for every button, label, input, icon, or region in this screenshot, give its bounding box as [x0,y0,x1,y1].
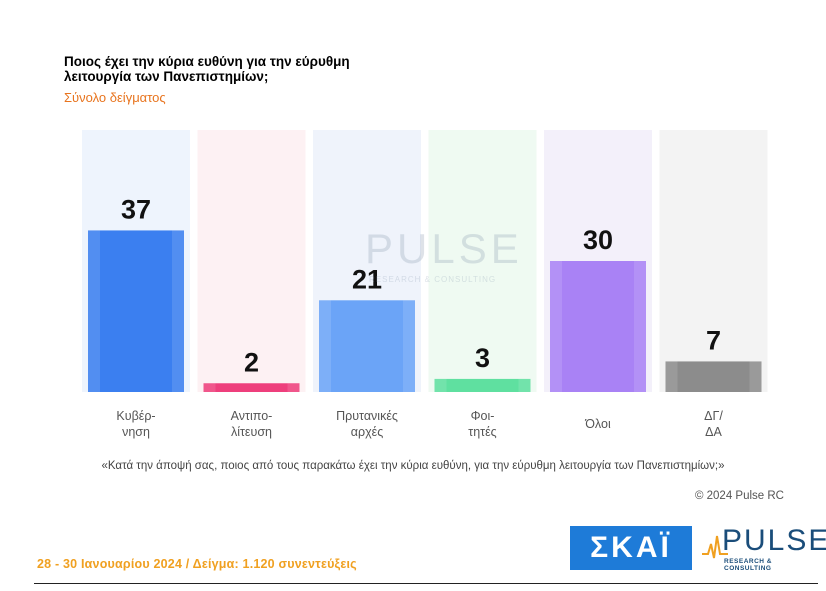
category-label: Κυβέρ- [116,409,155,423]
category-label: λίτευση [231,425,272,439]
bar-shade-left [88,230,100,392]
bar-chart: 37Κυβέρ-νηση2Αντιπο-λίτευση21Πρυτανικέςα… [82,130,768,439]
bar-shade-left [319,300,331,392]
copyright: © 2024 Pulse RC [694,490,784,502]
pulse-logo-sub: RESEARCH & CONSULTING [724,558,772,572]
bar [319,300,415,392]
category-label: ΔΓ/ [704,409,723,423]
pulse-wave-icon [702,535,728,559]
bar [203,383,300,392]
watermark-word: PULSE [365,225,523,272]
bar-shade-right [403,300,415,392]
data-label: 30 [583,225,613,255]
pulse-watermark: PULSE RESEARCH & CONSULTING [345,225,535,295]
bar-background [659,130,768,392]
category-label: Αντιπο- [231,409,273,423]
category-label: τητές [468,425,496,439]
bar [550,261,646,392]
pulse-logo: PULSE RESEARCH & CONSULTING [702,524,826,572]
bar-shade-right [172,230,184,392]
date-sample: 28 - 30 Ιανουαρίου 2024 / Δείγμα: 1.120 … [37,557,357,571]
chart-title-line2: λειτουργία των Πανεπιστημίων; [64,69,269,84]
bar [88,230,184,392]
category-label: Πρυτανικές [336,409,398,423]
bar-shade-right [749,361,762,392]
bar-shade-right [287,383,300,392]
watermark-sub: RESEARCH & CONSULTING [369,275,497,284]
data-label: 21 [352,264,382,294]
bar [665,361,762,392]
bar-shade-left [203,383,216,392]
data-label: 3 [475,343,490,373]
category-label: νηση [122,425,150,439]
bar-shade-left [434,378,447,392]
bar-background [428,130,537,392]
data-label: 37 [121,194,151,224]
category-label: αρχές [351,425,384,439]
skai-logo: ΣΚΑΪ [570,526,692,570]
category-label: Όλοι [584,417,611,431]
bar [434,378,531,392]
bar-background [197,130,306,392]
question-note: «Κατά την άποψή σας, ποιος από τους παρα… [101,460,725,472]
chart-subtitle: Σύνολο δείγματος [64,90,166,105]
category-label: Φοι- [471,409,495,423]
bar-shade-left [550,261,562,392]
data-label: 2 [244,347,259,377]
chart-title-line1: Ποιος έχει την κύρια ευθύνη για την εύρυ… [64,54,350,69]
pulse-logo-word: PULSE [722,524,826,557]
bar-shade-left [665,361,678,392]
data-label: 7 [706,325,721,355]
bar-shade-right [518,378,531,392]
chart-title: Ποιος έχει την κύρια ευθύνη για την εύρυ… [64,54,350,84]
category-label: ΔΑ [705,425,722,439]
footer-rule [34,583,818,584]
bar-shade-right [634,261,646,392]
